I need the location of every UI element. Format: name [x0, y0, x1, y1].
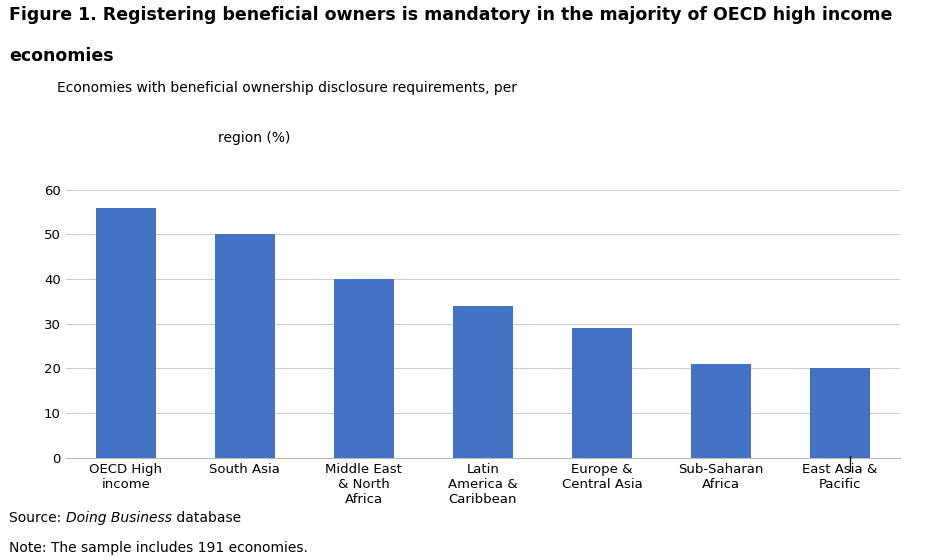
- Bar: [215, 234, 275, 458]
- Text: Doing Business: Doing Business: [66, 511, 172, 525]
- Text: Economies with beneficial ownership disclosure requirements, per: Economies with beneficial ownership disc…: [57, 81, 517, 95]
- Bar: [454, 306, 512, 458]
- Text: region (%): region (%): [218, 131, 290, 145]
- Text: Source:: Source:: [9, 511, 66, 525]
- Text: economies: economies: [9, 47, 114, 65]
- Text: database: database: [172, 511, 241, 525]
- Text: Note: The sample includes 191 economies.: Note: The sample includes 191 economies.: [9, 541, 309, 555]
- Text: |: |: [848, 455, 852, 472]
- Text: Figure 1. Registering beneficial owners is mandatory in the majority of OECD hig: Figure 1. Registering beneficial owners …: [9, 6, 893, 23]
- Bar: [691, 364, 751, 458]
- Bar: [334, 279, 394, 458]
- Bar: [96, 208, 155, 458]
- Bar: [811, 368, 870, 458]
- Bar: [572, 328, 632, 458]
